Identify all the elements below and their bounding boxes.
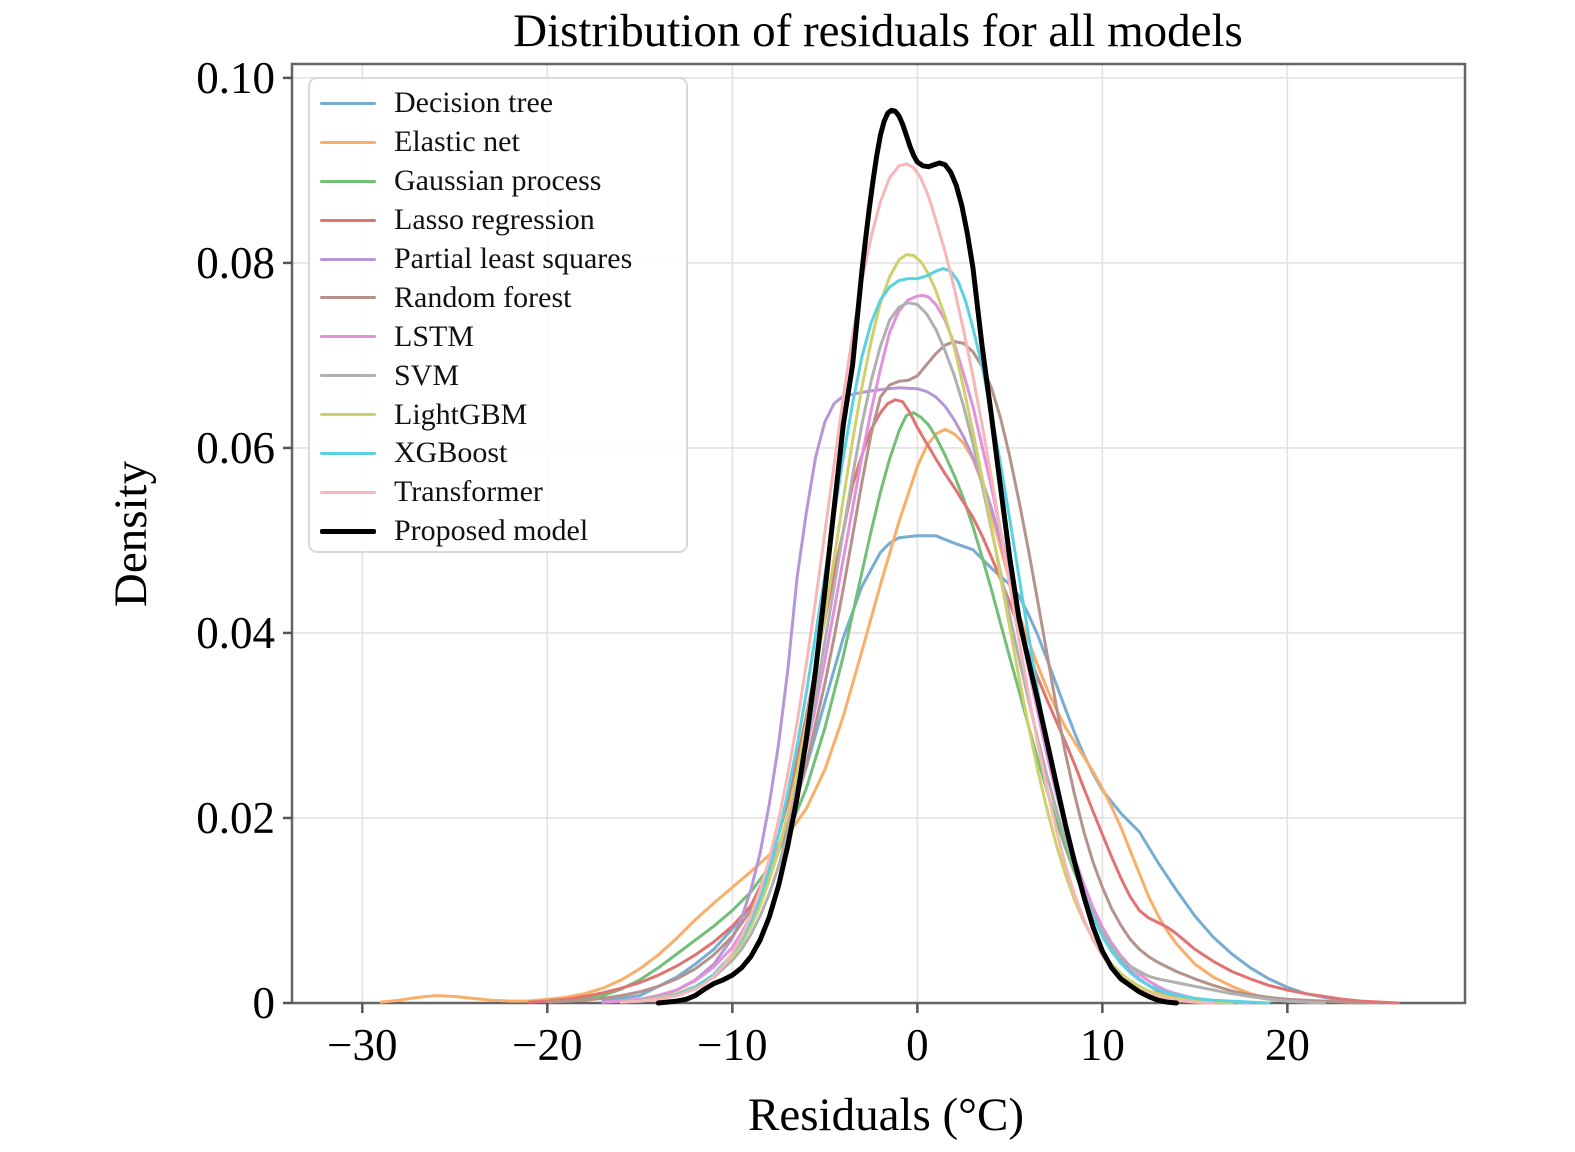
legend-label-random-forest: Random forest (394, 280, 572, 314)
legend-item-partial-least-squares: Partial least squares (310, 240, 686, 279)
y-tick-label: 0.02 (196, 793, 275, 843)
legend-item-lstm: LSTM (310, 317, 686, 356)
chart-title: Distribution of residuals for all models (513, 5, 1243, 57)
legend-item-lasso-regression: Lasso regression (310, 201, 686, 240)
legend-item-decision-tree: Decision tree (310, 84, 686, 123)
legend-label-gaussian-process: Gaussian process (394, 164, 602, 198)
legend-swatch-random-forest (320, 296, 376, 300)
legend-item-lightgbm: LightGBM (310, 395, 686, 434)
y-tick-label: 0 (253, 978, 276, 1028)
legend-label-partial-least-squares: Partial least squares (394, 242, 633, 275)
legend-label-proposed-model: Proposed model (394, 514, 589, 548)
legend-swatch-partial-least-squares (320, 257, 376, 261)
legend: Decision tree Elastic net Gaussian process… (308, 77, 688, 553)
axes-spines (290, 62, 1467, 1005)
legend-item-xgboost: XGBoost (310, 434, 686, 473)
legend-swatch-lightgbm (320, 413, 376, 417)
curve-decision-tree (601, 534, 1382, 1005)
curve-lstm (601, 293, 1252, 1005)
legend-label-svm: SVM (394, 358, 460, 392)
legend-swatch-xgboost (320, 451, 376, 455)
x-tick-label: −30 (327, 1020, 397, 1070)
curve-svm (619, 301, 1326, 1005)
curve-elastic-net (379, 427, 1326, 1005)
curve-xgboost (619, 267, 1271, 1005)
legend-swatch-lstm (320, 335, 376, 339)
y-tick-label: 0.10 (196, 53, 275, 103)
y-tick-label: 0.04 (196, 608, 275, 658)
legend-label-elastic-net: Elastic net (394, 125, 520, 159)
axis-ticks: −30 −20 −10 0 10 20 0 0.02 0.04 0.06 0.08 0.10 (196, 53, 1310, 1070)
legend-swatch-svm (320, 374, 376, 378)
legend-item-proposed-model: Proposed model (310, 512, 686, 551)
legend-swatch-decision-tree (320, 101, 376, 105)
legend-item-elastic-net: Elastic net (310, 123, 686, 162)
legend-swatch-lasso-regression (320, 218, 376, 222)
legend-swatch-gaussian-process (320, 179, 376, 183)
legend-item-transformer: Transformer (310, 473, 686, 512)
legend-swatch-proposed-model (320, 528, 376, 534)
y-tick-label: 0.08 (196, 238, 275, 288)
x-axis-label: Residuals (°C) (748, 1089, 1024, 1141)
y-tick-label: 0.06 (196, 423, 275, 473)
y-axis-label: Density (105, 460, 157, 607)
curve-lightgbm (619, 253, 1234, 1005)
legend-label-lasso-regression: Lasso regression (394, 203, 595, 237)
x-tick-label: 0 (906, 1020, 929, 1070)
curve-lasso-regression (527, 398, 1400, 1005)
legend-item-random-forest: Random forest (310, 278, 686, 317)
curve-proposed-model (655, 107, 1179, 1006)
plot-border (290, 62, 1467, 1005)
legend-label-transformer: Transformer (394, 475, 543, 509)
legend-swatch-elastic-net (320, 140, 376, 144)
legend-swatch-transformer (320, 490, 376, 494)
legend-label-lightgbm: LightGBM (394, 397, 528, 431)
legend-item-svm: SVM (310, 356, 686, 395)
x-tick-label: −20 (512, 1020, 582, 1070)
legend-label-xgboost: XGBoost (394, 436, 508, 470)
legend-label-lstm: LSTM (394, 319, 475, 353)
x-tick-label: 20 (1265, 1020, 1310, 1070)
density-curves (379, 107, 1400, 1006)
legend-label-decision-tree: Decision tree (394, 86, 554, 120)
x-tick-label: 10 (1080, 1020, 1125, 1070)
legend-item-gaussian-process: Gaussian process (310, 162, 686, 201)
curve-partial-least-squares (601, 386, 1234, 1005)
curve-random-forest (545, 340, 1363, 1005)
x-tick-label: −10 (697, 1020, 767, 1070)
